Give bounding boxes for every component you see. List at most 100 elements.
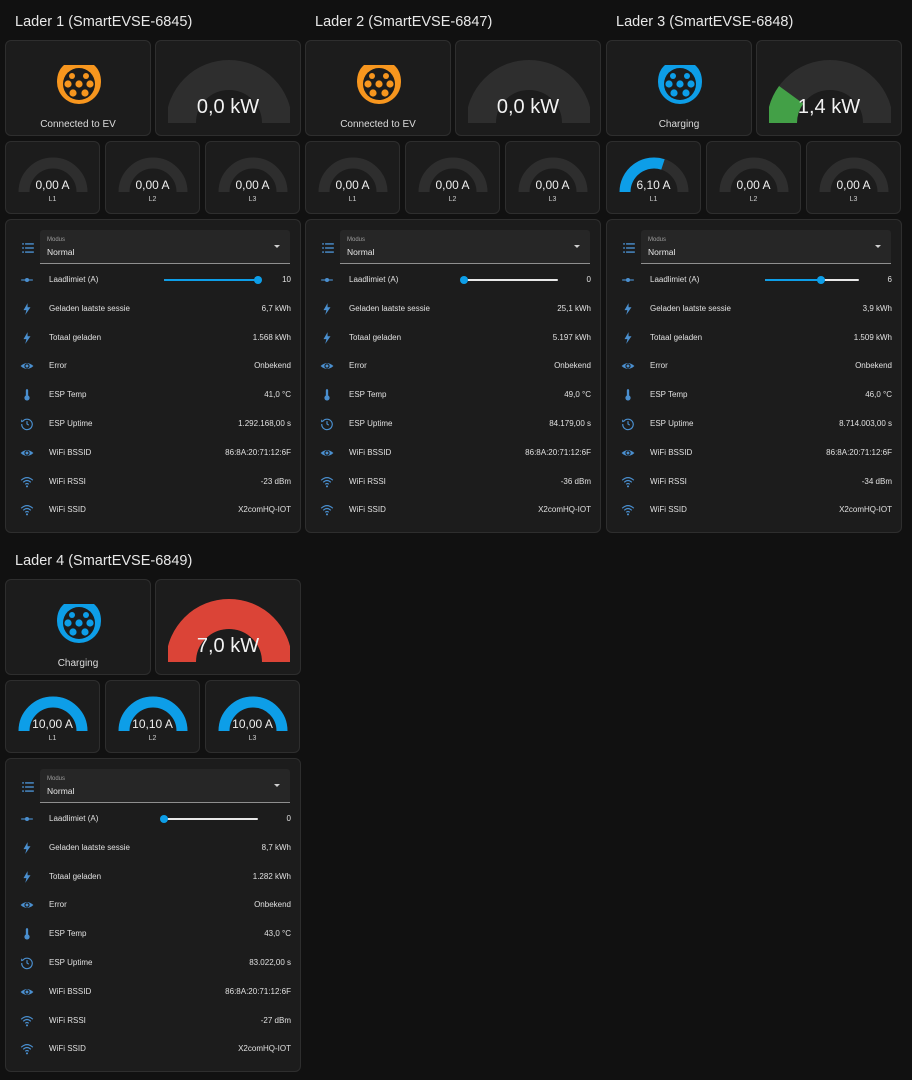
wifi-ssid-label: WiFi SSID [49,1044,86,1053]
phase-card-l1[interactable]: 0,00 A L1 [305,141,400,214]
laadlimiet-slider[interactable] [464,279,558,281]
entities-card: Modus Normal Laadlimiet (A) 0 Geladen laatst… [305,219,601,533]
lightning-bolt-icon [320,302,334,316]
phase-value: 10,00 A [6,717,99,731]
thermometer-icon [20,927,34,941]
totaal-geladen-label: Totaal geladen [349,333,401,342]
status-card[interactable]: Charging [606,40,752,136]
esp-uptime-value: 83.022,00 s [249,958,291,967]
row-geladen-laatste-sessie: Geladen laatste sessie 8,7 kWh [6,838,302,858]
slider-icon [621,273,635,287]
laadlimiet-label: Laadlimiet (A) [49,275,98,284]
wifi-rssi-label: WiFi RSSI [650,477,687,486]
row-laadlimiet[interactable]: Laadlimiet (A) 0 [6,809,302,829]
row-wifi-bssid: WiFi BSSID 86:8A:20:71:12:6F [6,982,302,1002]
totaal-geladen-value: 5.197 kWh [553,333,591,342]
entities-card: Modus Normal Laadlimiet (A) 10 Geladen laats… [5,219,301,533]
laadlimiet-slider[interactable] [765,279,859,281]
geladen-laatste-sessie-value: 8,7 kWh [262,843,291,852]
esp-temp-value: 49,0 °C [564,390,591,399]
row-laadlimiet[interactable]: Laadlimiet (A) 10 [6,270,302,290]
ev-plug-type2-icon [54,596,104,646]
phase-value: 6,10 A [607,178,700,192]
error-value: Onbekend [554,361,591,370]
phase-card-l3[interactable]: 0,00 A L3 [806,141,901,214]
phase-card-l2[interactable]: 0,00 A L2 [706,141,801,214]
row-wifi-bssid: WiFi BSSID 86:8A:20:71:12:6F [6,443,302,463]
phase-value: 0,00 A [306,178,399,192]
chevron-down-icon[interactable] [274,245,280,248]
ev-plug-type2-icon [54,57,104,107]
phase-card-l3[interactable]: 10,00 A L3 [205,680,300,753]
chevron-down-icon[interactable] [875,245,881,248]
status-card[interactable]: Charging [5,579,151,675]
phase-card-l1[interactable]: 6,10 A L1 [606,141,701,214]
phase-card-l2[interactable]: 10,10 A L2 [105,680,200,753]
eye-icon [20,985,34,999]
phase-card-l3[interactable]: 0,00 A L3 [205,141,300,214]
geladen-laatste-sessie-value: 3,9 kWh [863,304,892,313]
slider-thumb[interactable] [460,276,468,284]
totaal-geladen-label: Totaal geladen [49,872,101,881]
charger-2: Lader 2 (SmartEVSE-6847) Connected to EV 0… [305,0,601,540]
row-laadlimiet[interactable]: Laadlimiet (A) 6 [607,270,903,290]
phase-label: L2 [406,196,499,203]
modus-select[interactable]: Modus Normal [340,230,590,264]
eye-icon [621,359,635,373]
status-card[interactable]: Connected to EV [5,40,151,136]
wifi-rssi-label: WiFi RSSI [349,477,386,486]
phase-value: 0,00 A [206,178,299,192]
slider-thumb[interactable] [254,276,262,284]
row-wifi-ssid: WiFi SSID X2comHQ-IOT [6,1039,302,1059]
modus-label: Modus [347,237,365,243]
modus-select[interactable]: Modus Normal [40,230,290,264]
power-gauge-card[interactable]: 0,0 kW [155,40,301,136]
modus-select[interactable]: Modus Normal [641,230,891,264]
status-text: Connected to EV [6,119,150,130]
totaal-geladen-value: 1.509 kWh [854,333,892,342]
wifi-bssid-value: 86:8A:20:71:12:6F [525,448,591,457]
chevron-down-icon[interactable] [574,245,580,248]
wifi-bssid-value: 86:8A:20:71:12:6F [225,448,291,457]
power-gauge-card[interactable]: 7,0 kW [155,579,301,675]
error-value: Onbekend [254,900,291,909]
power-gauge-card[interactable]: 1,4 kW [756,40,902,136]
modus-select[interactable]: Modus Normal [40,769,290,803]
laadlimiet-slider[interactable] [164,279,258,281]
row-wifi-rssi: WiFi RSSI -23 dBm [6,472,302,492]
wifi-ssid-label: WiFi SSID [349,505,386,514]
eye-icon [621,446,635,460]
wifi-icon [621,475,635,489]
lightning-bolt-icon [20,331,34,345]
phase-label: L1 [306,196,399,203]
wifi-icon [621,503,635,517]
wifi-bssid-label: WiFi BSSID [49,448,91,457]
esp-uptime-label: ESP Uptime [650,419,693,428]
status-text: Connected to EV [306,119,450,130]
esp-uptime-label: ESP Uptime [349,419,392,428]
phase-card-l1[interactable]: 10,00 A L1 [5,680,100,753]
phase-label: L3 [506,196,599,203]
power-gauge-card[interactable]: 0,0 kW [455,40,601,136]
row-totaal-geladen: Totaal geladen 1.282 kWh [6,867,302,887]
wifi-bssid-value: 86:8A:20:71:12:6F [225,987,291,996]
row-laadlimiet[interactable]: Laadlimiet (A) 0 [306,270,602,290]
wifi-rssi-value: -36 dBm [561,477,591,486]
charger-title: Lader 1 (SmartEVSE-6845) [5,0,301,39]
row-wifi-bssid: WiFi BSSID 86:8A:20:71:12:6F [306,443,602,463]
power-value: 0,0 kW [456,96,600,119]
phase-card-l1[interactable]: 0,00 A L1 [5,141,100,214]
phase-card-l2[interactable]: 0,00 A L2 [105,141,200,214]
phase-card-l3[interactable]: 0,00 A L3 [505,141,600,214]
wifi-icon [320,475,334,489]
laadlimiet-label: Laadlimiet (A) [650,275,699,284]
laadlimiet-slider[interactable] [164,818,258,820]
slider-thumb[interactable] [160,815,168,823]
totaal-geladen-label: Totaal geladen [650,333,702,342]
row-geladen-laatste-sessie: Geladen laatste sessie 3,9 kWh [607,299,903,319]
chevron-down-icon[interactable] [274,784,280,787]
status-card[interactable]: Connected to EV [305,40,451,136]
slider-thumb[interactable] [817,276,825,284]
phase-card-l2[interactable]: 0,00 A L2 [405,141,500,214]
phase-value: 0,00 A [6,178,99,192]
